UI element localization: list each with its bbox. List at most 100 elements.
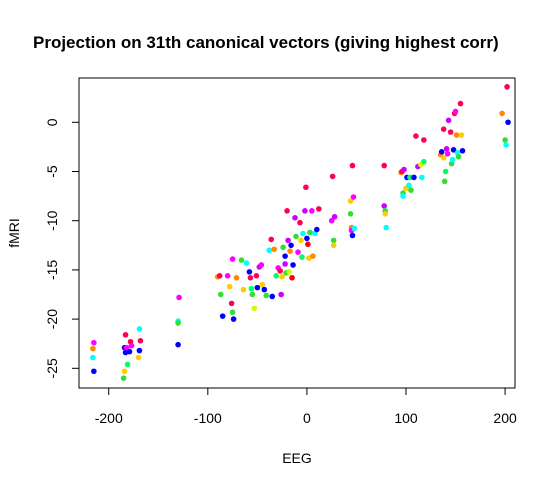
x-tick-label: 0 [303,410,311,426]
data-point [441,178,448,185]
data-point [419,174,425,181]
data-point [175,341,181,348]
data-point [440,154,447,161]
data-point [280,244,286,251]
data-point [450,147,457,153]
data-point [297,219,303,226]
data-point [124,361,131,368]
data-point [408,187,414,193]
data-point [269,293,276,300]
data-point [502,137,508,143]
data-point [401,166,407,173]
data-point [243,260,250,266]
data-point [90,354,96,361]
data-point [219,313,226,319]
data-point [499,110,505,117]
data-point [238,257,245,263]
data-point [248,285,255,292]
data-point [233,274,240,281]
data-point [444,150,451,157]
data-point [228,300,235,307]
data-point [120,375,127,381]
data-point [290,262,296,268]
x-tick-label: 100 [394,410,418,426]
data-point [229,309,236,316]
data-point [298,237,304,244]
data-point [279,273,285,280]
data-point [457,100,464,107]
data-point [278,291,284,298]
data-point [285,237,291,244]
data-point [224,273,231,279]
data-point [382,211,388,217]
data-point [254,284,261,291]
data-point [447,129,454,135]
data-point [349,162,356,169]
data-point [91,368,97,375]
data-point [350,194,357,200]
data-point [246,269,253,275]
data-point [449,156,456,163]
data-point [277,268,283,274]
data-point [135,354,142,361]
data-point [413,133,419,139]
data-point [459,148,466,154]
data-point [310,253,316,259]
data-point [121,368,128,375]
data-point [452,108,459,115]
data-point [383,224,389,231]
data-point [273,273,279,279]
data-point [305,241,311,248]
data-point [123,344,130,351]
data-point [226,283,233,290]
data-point [122,332,129,338]
data-point [266,247,273,254]
data-point [347,198,354,204]
data-point [329,173,336,180]
data-point [307,229,313,236]
data-point [288,242,294,249]
data-point [247,274,254,281]
data-point [349,232,356,239]
data-point [381,162,388,169]
data-point [438,149,445,155]
data-point [175,320,181,326]
data-point [91,339,97,346]
x-axis: -200 -100 0 100 200 [95,387,517,426]
data-point [407,174,413,181]
data-point [230,316,237,322]
y-tick-label: 0 [44,118,60,126]
data-point [505,119,511,126]
data-point [347,211,354,217]
data-point [268,236,275,243]
data-point [455,153,462,160]
data-point [136,347,143,354]
data-point [282,261,288,267]
data-point [253,273,260,279]
data-point [504,84,510,90]
data-point [351,225,358,232]
data-point [216,273,223,279]
x-tick-label: -100 [194,410,222,426]
data-point [503,142,509,148]
data-point [176,294,182,301]
data-point [258,262,265,268]
data-point [421,137,427,143]
y-axis: -25 -20 -15 -10 -5 0 [44,118,80,378]
y-tick-label: -15 [44,260,60,280]
data-point [400,193,406,199]
data-point [286,269,292,275]
plot-frame [78,77,516,389]
data-point [440,126,447,132]
data-point [128,342,135,349]
data-point [406,182,412,189]
data-point [453,132,460,138]
y-tick-label: -10 [44,210,60,230]
data-point [445,117,452,124]
data-point [293,233,299,240]
data-point [271,246,278,253]
data-point [295,249,301,255]
chart-title: Projection on 31th canonical vectors (gi… [33,33,499,52]
data-point [330,237,337,244]
